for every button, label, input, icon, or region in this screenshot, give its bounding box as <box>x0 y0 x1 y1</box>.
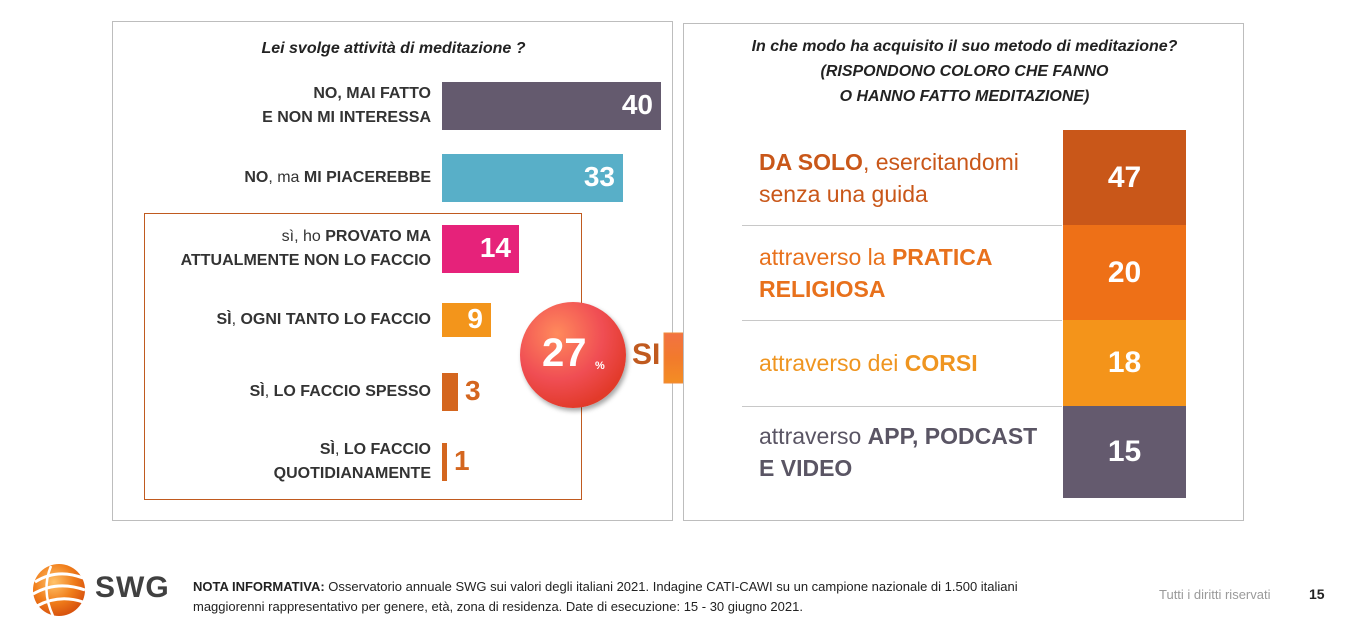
bar-value-label: 40 <box>621 89 653 120</box>
category-label: SÌ, OGNI TANTO LO FACCIO <box>216 308 431 332</box>
label-bold-part: APP, PODCAST E VIDEO <box>759 423 1038 481</box>
label-bold-part: DA SOLO <box>759 148 863 175</box>
rights-text: Tutti i diritti riservati <box>1159 587 1271 602</box>
label-part: , ma <box>268 169 304 186</box>
label-part: , <box>231 311 241 328</box>
summary-value: 27 <box>542 331 587 375</box>
row-separator <box>742 406 1062 407</box>
label-bold-part: NO, MAI FATTO <box>313 85 431 102</box>
category-label: SÌ, LO FACCIO QUOTIDIANAMENTE <box>274 438 431 486</box>
right-title-line: (RISPONDONO COLORO CHE FANNO <box>820 63 1109 80</box>
method-bar: 15 <box>1063 406 1186 498</box>
category-label-line: NO, MAI FATTO <box>262 82 431 106</box>
right-title-line: In che modo ha acquisito il suo metodo d… <box>751 38 1178 55</box>
category-label-line: SÌ, LO FACCIO SPESSO <box>250 380 431 404</box>
bar-value-label: 14 <box>479 232 511 263</box>
category-label-line: SÌ, LO FACCIO <box>274 438 431 462</box>
summary-unit: % <box>595 360 605 372</box>
label-bold-part: SÌ <box>319 441 335 458</box>
left-chart-title: Lei svolge attività di meditazione ? <box>261 40 526 57</box>
category-label-line: SÌ, OGNI TANTO LO FACCIO <box>216 308 431 332</box>
method-bar: 47 <box>1063 130 1186 225</box>
category-label-line: NO, ma MI PIACEREBBE <box>244 166 431 190</box>
bar-value-label: 1 <box>454 445 470 476</box>
label-bold-part: PRATICA RELIGIOSA <box>759 243 992 302</box>
label-part: , <box>335 441 344 458</box>
method-label: DA SOLO, esercitandomi senza una guida <box>759 146 1049 210</box>
label-bold-part: SÌ <box>216 311 232 328</box>
label-bold-part: SÌ <box>249 383 265 400</box>
footer-note-text: Osservatorio annuale SWG sui valori degl… <box>193 579 1018 614</box>
label-bold-part: LO FACCIO SPESSO <box>273 383 431 400</box>
method-label: attraverso APP, PODCAST E VIDEO <box>759 420 1049 484</box>
label-bold-part: NO <box>244 169 269 186</box>
category-label-line: sì, ho PROVATO MA <box>181 225 431 249</box>
label-bold-part: MI PIACEREBBE <box>303 169 431 186</box>
label-bold-part: QUOTIDIANAMENTE <box>273 465 431 482</box>
method-bar: 18 <box>1063 320 1186 406</box>
label-bold-part: LO FACCIO <box>343 441 431 458</box>
left-chart-panel: Lei svolge attività di meditazione ? NO,… <box>112 21 673 521</box>
category-label-line: QUOTIDIANAMENTE <box>274 462 431 486</box>
category-label: NO, ma MI PIACEREBBE <box>244 166 431 190</box>
label-bold-part: E NON MI INTERESSA <box>262 109 431 126</box>
bar-value-label: 9 <box>467 303 483 334</box>
bar <box>442 154 623 202</box>
row-separator <box>742 320 1062 321</box>
label-bold-part: ATTUALMENTE NON LO FACCIO <box>180 252 431 269</box>
page-number: 15 <box>1309 586 1325 602</box>
label-bold-part: CORSI <box>904 350 978 376</box>
label-bold-part: PROVATO MA <box>325 228 431 245</box>
method-label: attraverso dei CORSI <box>759 347 1049 379</box>
category-label: NO, MAI FATTO E NON MI INTERESSA <box>262 82 431 130</box>
label-part: , <box>264 383 274 400</box>
category-label: sì, ho PROVATO MA ATTUALMENTE NON LO FACC… <box>181 225 431 273</box>
right-title-line: O HANNO FATTO MEDITAZIONE) <box>839 88 1090 105</box>
summary-circle: 27 % <box>520 302 626 408</box>
label-part: sì, ho <box>281 228 326 245</box>
summary-label: SI <box>632 338 661 371</box>
bar <box>442 225 519 273</box>
bar <box>442 373 458 411</box>
right-chart-title: In che modo ha acquisito il suo metodo d… <box>684 36 1245 111</box>
footer-note: NOTA INFORMATIVA: Osservatorio annuale S… <box>193 577 1043 617</box>
category-label-line: E NON MI INTERESSA <box>262 106 431 130</box>
swg-logo-icon <box>32 564 86 617</box>
right-chart-panel: In che modo ha acquisito il suo metodo d… <box>683 23 1244 521</box>
bar-value-label: 3 <box>465 375 481 406</box>
label-part: attraverso <box>759 423 868 449</box>
bar <box>442 303 491 337</box>
label-part: attraverso dei <box>759 350 905 376</box>
bar <box>442 443 447 481</box>
category-label-line: ATTUALMENTE NON LO FACCIO <box>181 249 431 273</box>
swg-logo-text: SWG <box>95 571 170 604</box>
label-part: , esercitandomi senza una guida <box>759 148 1019 207</box>
footer-note-label: NOTA INFORMATIVA: <box>193 579 325 594</box>
label-part: attraverso la <box>759 243 892 270</box>
bar <box>442 82 661 130</box>
bar-value-label: 33 <box>583 161 615 192</box>
category-label: SÌ, LO FACCIO SPESSO <box>250 380 431 404</box>
row-separator <box>742 225 1062 226</box>
label-bold-part: OGNI TANTO LO FACCIO <box>240 311 431 328</box>
method-bar: 20 <box>1063 225 1186 320</box>
method-label: attraverso la PRATICA RELIGIOSA <box>759 241 1049 305</box>
